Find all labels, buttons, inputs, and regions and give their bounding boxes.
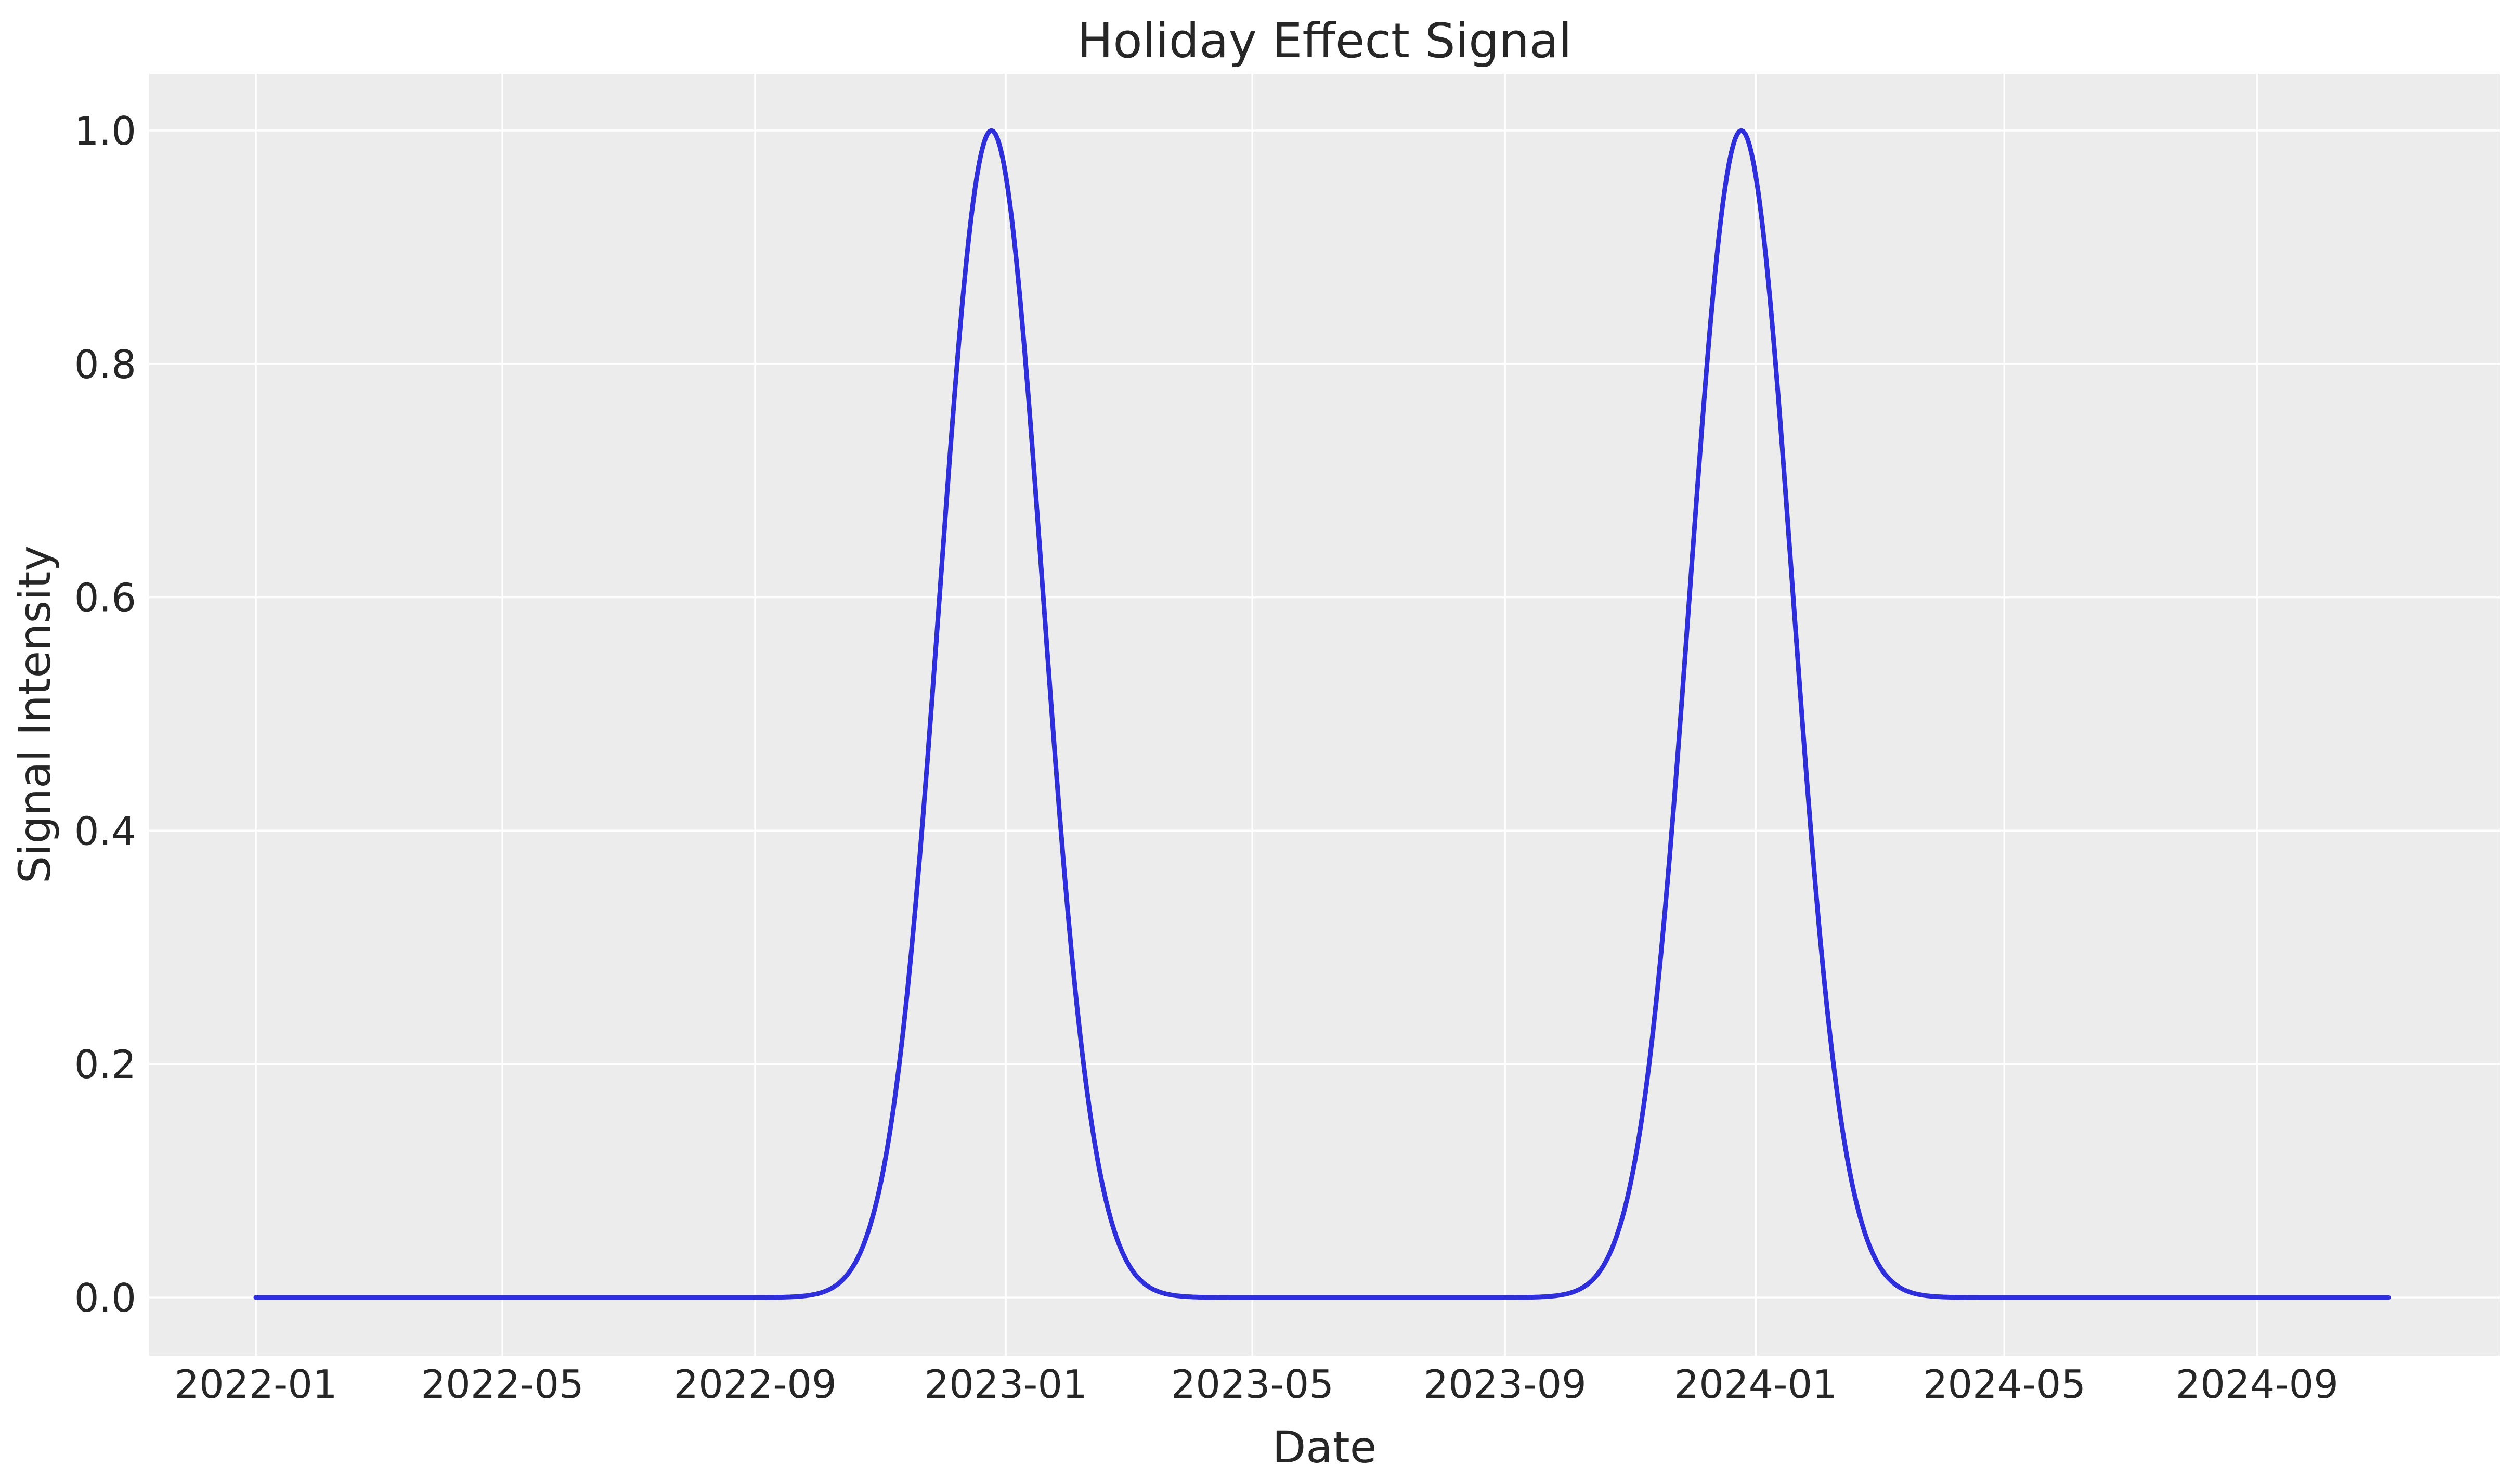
y-tick-label: 0.4 [74, 808, 136, 854]
y-tick-label: 0.8 [74, 342, 136, 387]
x-tick-label: 2022-09 [673, 1361, 836, 1407]
x-tick-label: 2023-09 [1424, 1361, 1587, 1407]
y-tick-label: 0.6 [74, 575, 136, 621]
x-tick-label: 2022-01 [174, 1361, 337, 1407]
signal-line [253, 128, 2391, 1300]
y-tick-label: 0.2 [74, 1042, 136, 1087]
x-tick-label: 2024-05 [1923, 1361, 2086, 1407]
x-axis-label: Date [1272, 1422, 1377, 1473]
y-tick-label: 1.0 [74, 108, 136, 154]
x-tick-label: 2024-09 [2176, 1361, 2339, 1407]
y-tick-label: 0.0 [74, 1275, 136, 1321]
chart-title: Holiday Effect Signal [1077, 13, 1572, 69]
y-axis-tick-labels: 0.0 0.2 0.4 0.6 0.8 1.0 [74, 108, 136, 1321]
x-tick-label: 2024-01 [1674, 1361, 1837, 1407]
x-tick-label: 2023-01 [924, 1361, 1087, 1407]
y-axis-label: Signal Intensity [9, 546, 60, 884]
plot-area [149, 74, 2500, 1356]
x-tick-label: 2022-05 [421, 1361, 583, 1407]
gridlines [149, 74, 2500, 1356]
x-axis-tick-labels: 2022-01 2022-05 2022-09 2023-01 2023-05 2023-… [174, 1361, 2339, 1407]
x-tick-label: 2023-05 [1171, 1361, 1334, 1407]
